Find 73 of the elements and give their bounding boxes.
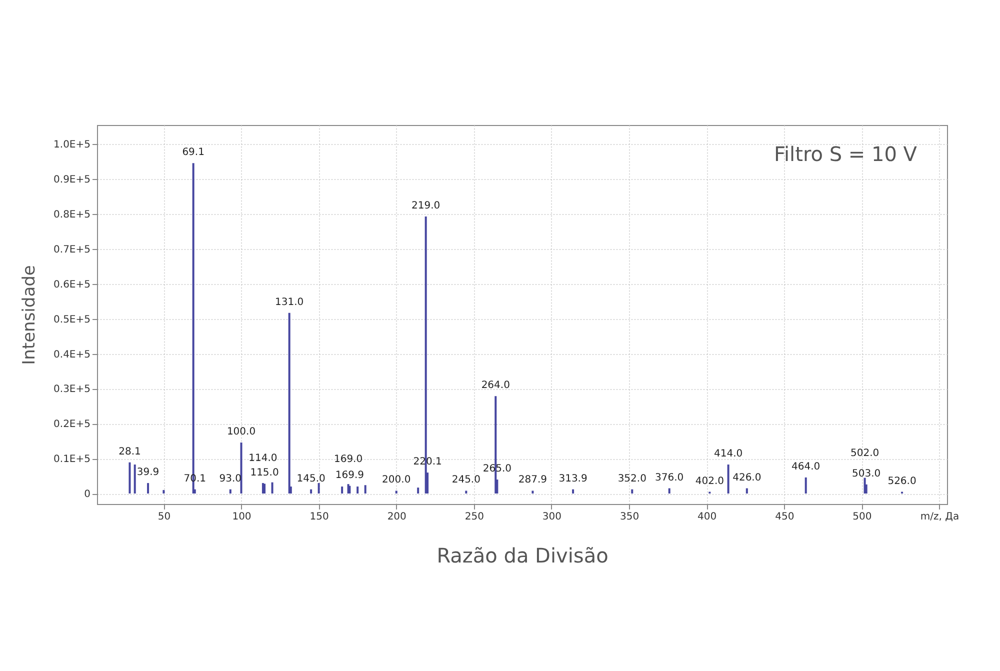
bar — [572, 489, 574, 494]
bar — [395, 490, 398, 494]
annotation: Filtro S = 10 V — [774, 142, 918, 166]
annotation: 287.9 — [518, 474, 548, 486]
y-tick-label: 0.2E+5 — [54, 419, 90, 430]
y-tick-label: 0.6E+5 — [54, 279, 90, 290]
bar — [465, 490, 468, 494]
annotation: 245.0 — [452, 474, 480, 486]
y-axis-title: Intensidade — [20, 265, 40, 365]
annotation: 313.9 — [558, 473, 588, 484]
annotation: 264.0 — [481, 380, 510, 392]
annotation: 352.0 — [618, 473, 646, 484]
bar — [128, 462, 131, 494]
bar — [668, 488, 670, 494]
y-tick-label: 0.5E+5 — [54, 314, 90, 326]
x-tick-label: 350 — [620, 512, 640, 522]
y-tick-label: 1.0E+5 — [54, 140, 90, 151]
x-tick-label: 300 — [542, 512, 562, 522]
bar — [147, 483, 150, 494]
x-tick-label: m/z, Да — [920, 512, 960, 522]
x-tick-label: 200 — [387, 512, 406, 522]
annotation: 145.0 — [296, 473, 326, 484]
annotation: 414.0 — [714, 448, 743, 460]
annotation: 503.0 — [852, 468, 881, 480]
annotation: 131.0 — [275, 296, 304, 308]
bar — [288, 312, 290, 494]
bar — [341, 486, 344, 494]
annotation: 114.0 — [248, 453, 278, 464]
bar — [134, 464, 136, 494]
annotation: 28.1 — [118, 446, 141, 458]
annotation: 169.0 — [334, 454, 363, 466]
x-axis-title: Razão da Divisão — [436, 544, 608, 568]
annotation: 200.0 — [382, 474, 411, 486]
x-tick-label: 150 — [310, 512, 329, 522]
bar — [746, 488, 748, 494]
annotation: 69.1 — [182, 147, 204, 158]
y-tick-label: 0.3E+5 — [54, 384, 90, 396]
annotation: 39.9 — [136, 467, 160, 478]
bar — [229, 489, 232, 494]
bar — [804, 477, 807, 494]
annotation: 426.0 — [732, 472, 762, 484]
annotation: 526.0 — [888, 476, 916, 487]
y-tick-label: 0.4E+5 — [54, 349, 90, 360]
annotation: 115.0 — [250, 468, 279, 479]
x-tick-label: 50 — [158, 512, 171, 522]
bar — [162, 490, 165, 494]
annotation: 402.0 — [695, 476, 724, 487]
bar — [356, 486, 359, 494]
x-tick-label: 500 — [852, 512, 872, 522]
x-tick-label: 450 — [775, 512, 794, 522]
x-tick-label: 250 — [464, 512, 484, 522]
bar — [240, 442, 242, 494]
y-tick-label: 0 — [84, 489, 90, 500]
bar — [727, 464, 730, 494]
annotation: 464.0 — [792, 461, 820, 472]
bar — [271, 482, 274, 494]
annotation: 169.9 — [335, 470, 364, 481]
bar — [364, 485, 366, 494]
annotation: 376.0 — [655, 472, 684, 484]
y-tick-label: 0.9E+5 — [54, 174, 90, 186]
y-tick-label: 0.1E+5 — [54, 454, 90, 466]
bar — [532, 490, 534, 494]
annotation: 219.0 — [412, 200, 440, 212]
x-tick-label: 400 — [698, 512, 717, 522]
y-tick-label: 0.8E+5 — [54, 210, 90, 221]
bar — [631, 489, 634, 494]
bar — [310, 489, 312, 494]
x-tick-label: 100 — [232, 512, 252, 522]
bar — [417, 488, 420, 494]
annotation: 100.0 — [226, 426, 256, 438]
annotation: 502.0 — [850, 448, 880, 459]
bar — [318, 483, 320, 494]
y-tick-label: 0.7E+5 — [54, 244, 90, 256]
